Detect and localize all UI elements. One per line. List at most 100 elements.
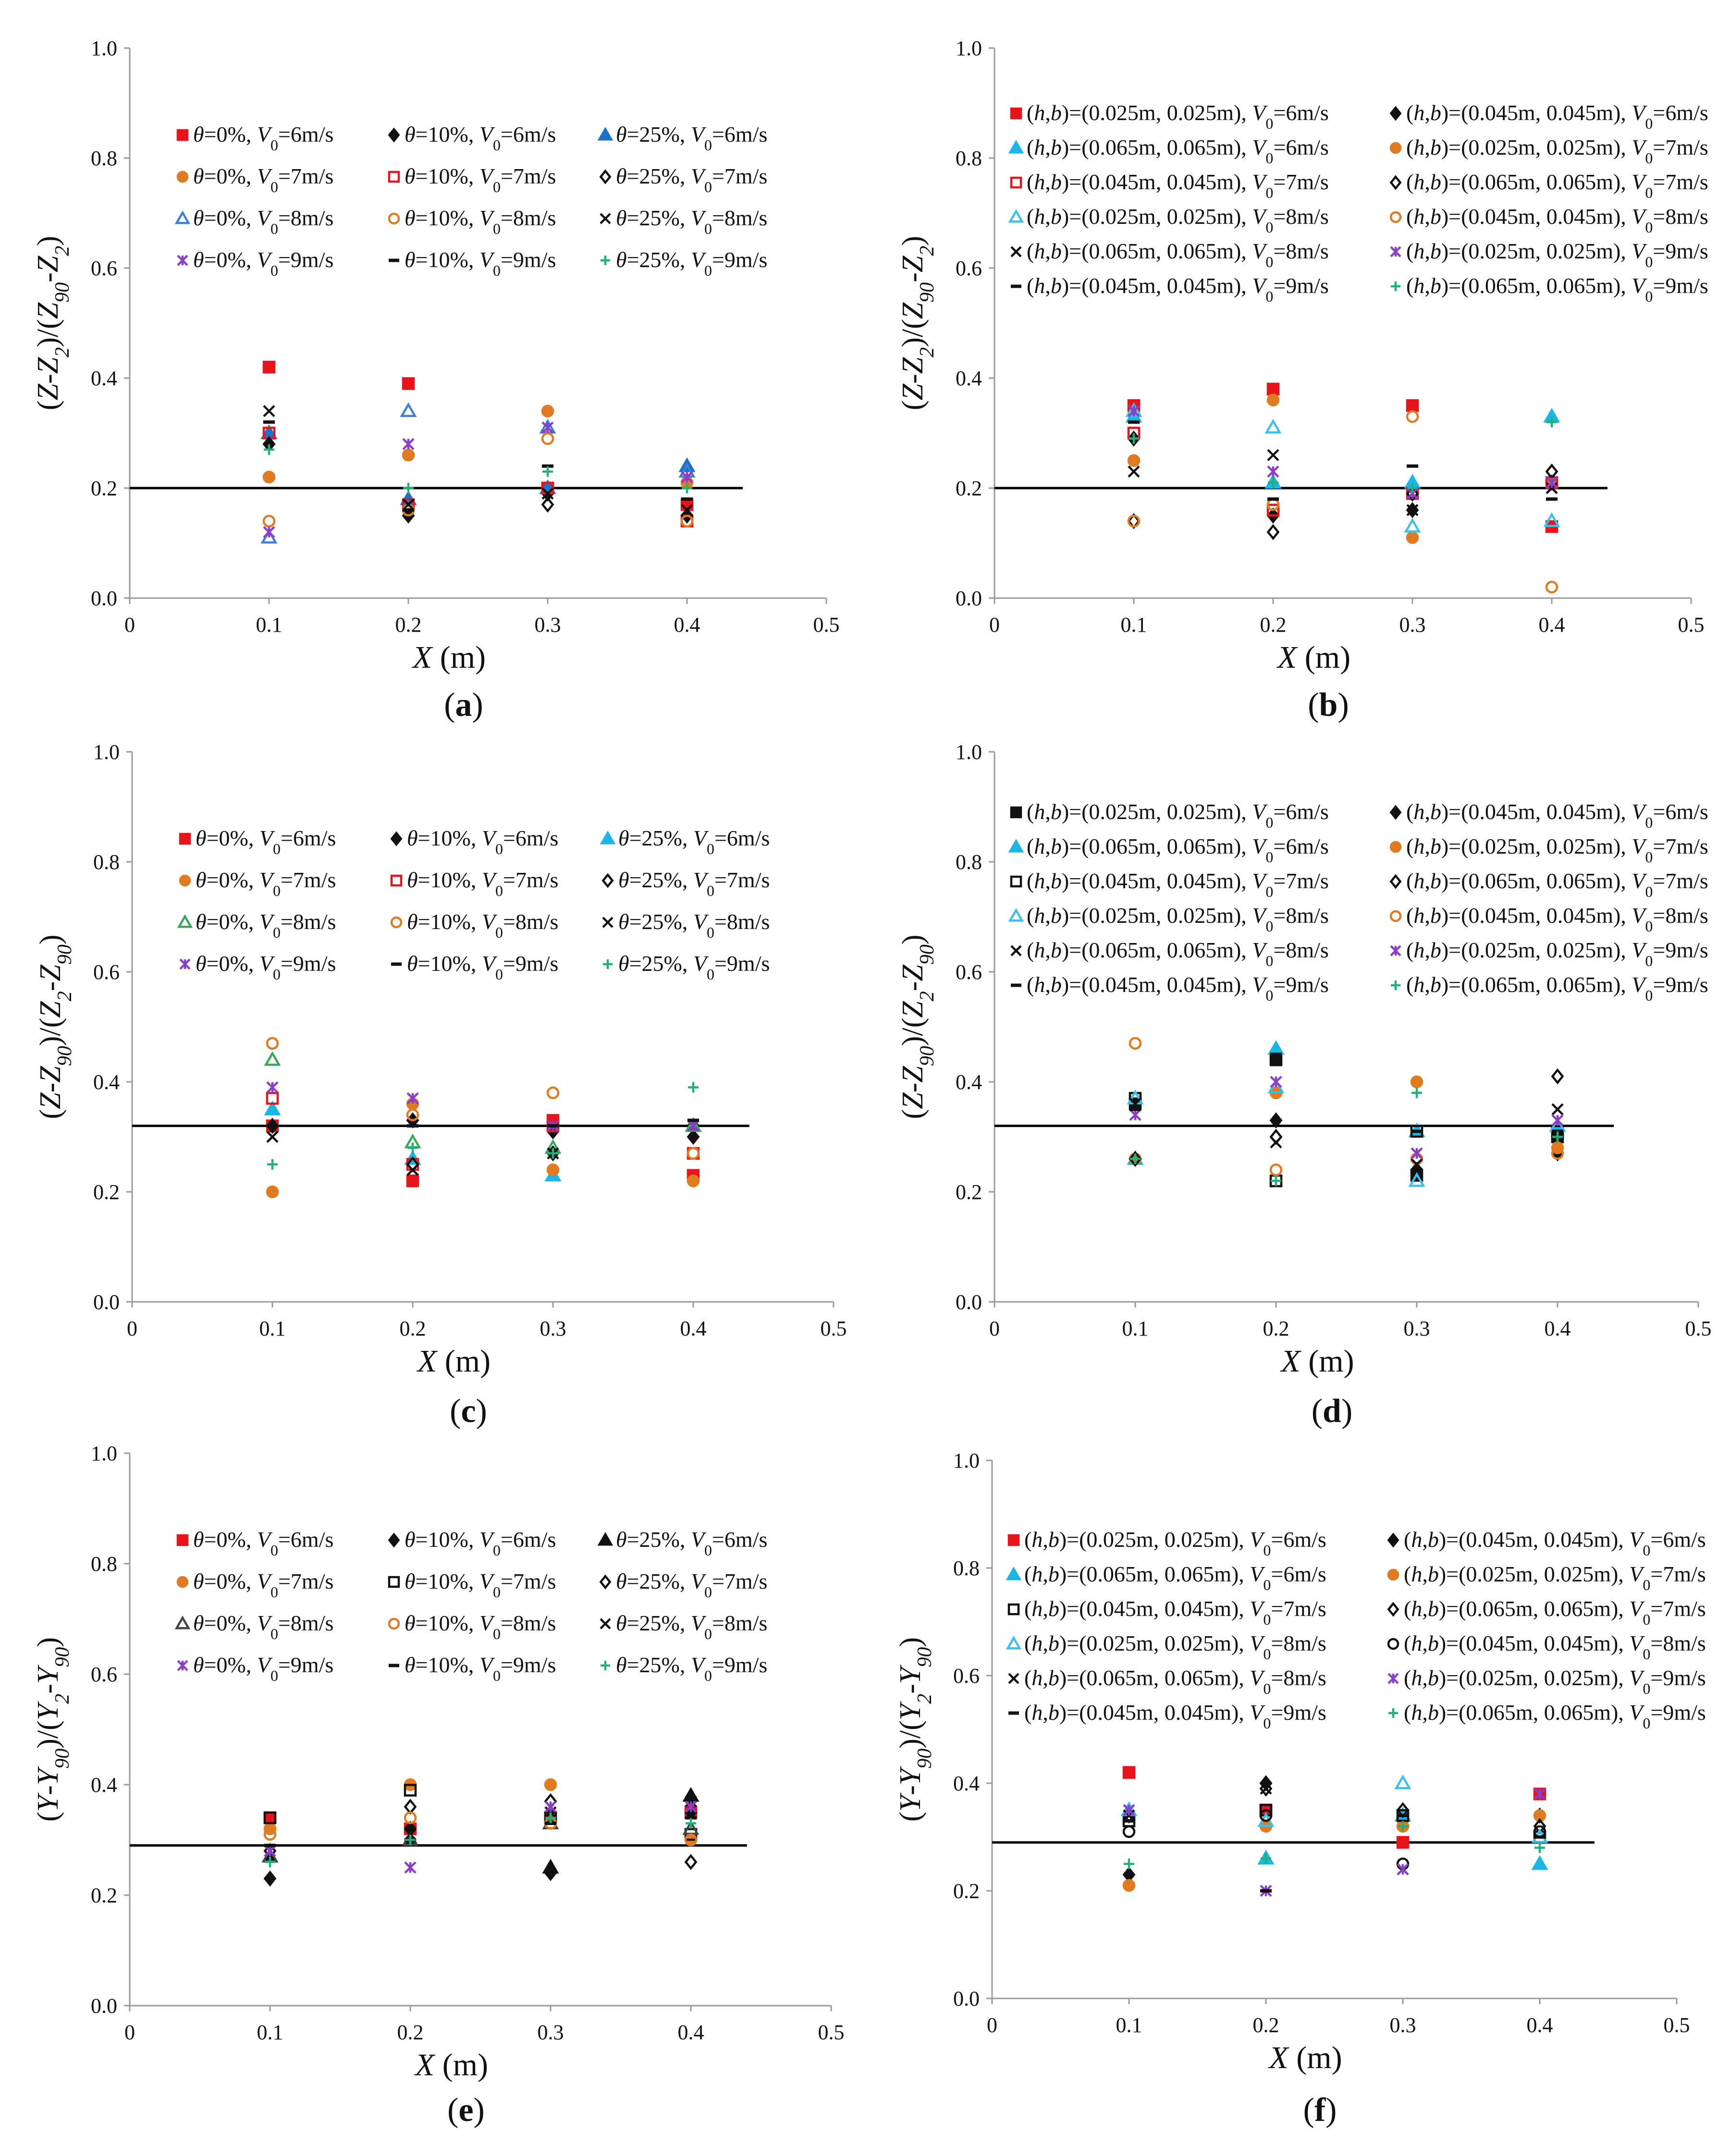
legend-marker xyxy=(1010,246,1022,257)
x-tick-label: 0 xyxy=(127,1317,137,1340)
legend-marker xyxy=(1008,1673,1019,1684)
legend-entry-label: (h,b)=(0.045m, 0.045m), V0=7m/s xyxy=(1027,170,1329,201)
legend-entry-label: (h,b)=(0.045m, 0.045m), V0=9m/s xyxy=(1027,273,1329,305)
panel-a: 0.0 0.2 0.4 0.6 0.8 1.0 0 0.1 0.2 0.3 0.4 0.5 X (m) (… xyxy=(32,37,840,723)
x-tick-label: 0 xyxy=(989,613,1000,637)
legend-entry-label: (h,b)=(0.045m, 0.045m), V0=7m/s xyxy=(1027,869,1329,900)
data-point-a-s0-x0 xyxy=(262,360,276,374)
y-tick-label: 0.2 xyxy=(91,1884,117,1907)
data-point-c-s5-x0 xyxy=(266,1117,279,1134)
x-axis-title: X (m) xyxy=(1276,640,1350,675)
y-axis-title: (Z-Z2)/(Z90-Z2) xyxy=(32,236,74,410)
data-point-e-s9-x2 xyxy=(544,1801,557,1813)
data-point-b-s9-x0 xyxy=(1128,405,1140,417)
legend-entry-label: θ=10%, V0=8m/s xyxy=(407,909,558,941)
x-axis-title: X (m) xyxy=(1279,1344,1354,1379)
legend-marker xyxy=(1008,209,1024,223)
data-point-e-s4-x1 xyxy=(404,1784,417,1797)
x-tick-label: 0.3 xyxy=(535,613,561,637)
y-tick-label: 1.0 xyxy=(953,1449,980,1472)
legend-marker xyxy=(1391,980,1400,990)
legend-marker xyxy=(174,1616,191,1629)
y-axis-title: (Z-Z90)/(Z2-Z90) xyxy=(34,934,76,1119)
legend-marker xyxy=(600,831,616,845)
legend-marker xyxy=(1006,1636,1022,1650)
data-point-c-s11-x1 xyxy=(407,1142,418,1153)
x-tick-label: 0.1 xyxy=(259,1317,286,1340)
data-point-b-s3-x1 xyxy=(1266,393,1280,407)
data-point-a-s11-x1 xyxy=(403,483,414,493)
data-point-b-s8-x2 xyxy=(1406,504,1419,516)
legend-entry-label: (h,b)=(0.025m, 0.025m), V0=7m/s xyxy=(1404,1562,1706,1593)
y-tick-label: 1.0 xyxy=(93,740,120,764)
legend-entry-label: (h,b)=(0.045m, 0.045m), V0=9m/s xyxy=(1024,1700,1326,1732)
data-point-b-s0-x1 xyxy=(1266,382,1280,396)
data-point-a-s6-x1 xyxy=(400,402,417,417)
data-point-e-s11-x1 xyxy=(405,1835,416,1845)
x-tick-label: 0 xyxy=(124,613,135,637)
data-point-a-s3-x0 xyxy=(262,470,276,484)
legend-entry-label: θ=10%, V0=9m/s xyxy=(405,247,556,279)
data-point-a-s7-x0 xyxy=(262,514,276,527)
legend-marker xyxy=(603,959,613,969)
legend-entry-label: θ=10%, V0=7m/s xyxy=(405,164,556,196)
data-point-e-s5-x3 xyxy=(684,1854,698,1870)
x-axis-title: X (m) xyxy=(416,1344,491,1379)
x-tick-label: 0.2 xyxy=(1253,2013,1279,2037)
legend-marker xyxy=(176,171,189,183)
y-tick-label: 0.0 xyxy=(956,1290,982,1314)
data-point-e-s4-x0 xyxy=(263,1811,277,1825)
data-point-b-s11-x3 xyxy=(1546,416,1557,428)
data-point-e-s8-x1 xyxy=(404,1828,417,1841)
data-point-c-s3-x2 xyxy=(546,1163,560,1176)
legend-marker xyxy=(1007,1603,1020,1616)
data-point-e-s11-x0 xyxy=(265,1857,275,1867)
y-axis-title: (Y-Y90)/(Y2-Y90) xyxy=(894,1637,936,1822)
data-point-a-s7-x2 xyxy=(541,432,554,445)
data-point-b-s8-x1 xyxy=(1267,449,1279,461)
legend-marker xyxy=(1389,106,1402,121)
legend: θ=0%, V0=6m/s θ=10%, V0=6m/s θ=25%, V0=6m/… xyxy=(174,1527,767,1684)
legend-entry-label: θ=0%, V0=6m/s xyxy=(193,122,333,154)
data-point-e-s7-x0 xyxy=(263,1828,277,1841)
legend-entry-label: (h,b)=(0.045m, 0.045m), V0=8m/s xyxy=(1406,903,1708,935)
legend-entry-label: (h,b)=(0.065m, 0.065m), V0=8m/s xyxy=(1027,938,1329,969)
x-axis-title: X (m) xyxy=(411,640,486,675)
x-tick-label: 0.5 xyxy=(818,2021,845,2044)
data-point-d-s7-x1 xyxy=(1269,1163,1283,1176)
data-point-e-s2-x2 xyxy=(542,1859,559,1874)
legend-marker xyxy=(1389,910,1402,922)
data-point-e-s7-x3 xyxy=(684,1833,698,1847)
panel-label: (b) xyxy=(1308,686,1349,723)
x-tick-label: 0.4 xyxy=(1527,2013,1553,2037)
legend-marker xyxy=(179,874,191,887)
legend-entry-label: (h,b)=(0.025m, 0.025m), V0=6m/s xyxy=(1027,100,1329,132)
legend-entry-label: θ=25%, V0=9m/s xyxy=(616,247,767,279)
y-tick-label: 0.2 xyxy=(956,477,982,500)
y-tick-label: 0.6 xyxy=(93,960,120,984)
x-tick-label: 0.5 xyxy=(1685,1317,1712,1340)
legend-marker xyxy=(390,916,403,929)
x-tick-label: 0 xyxy=(987,2013,997,2037)
legend-entry-label: θ=10%, V0=9m/s xyxy=(407,951,558,983)
data-point-a-s8-x2 xyxy=(541,487,554,500)
data-point-b-s4-x1 xyxy=(1266,503,1280,517)
x-tick-label: 0.2 xyxy=(395,613,422,637)
data-point-b-s3-x2 xyxy=(1406,531,1419,544)
legend-entry-label: θ=10%, V0=6m/s xyxy=(405,1527,556,1559)
y-tick-label: 0.0 xyxy=(956,587,982,610)
legend-marker xyxy=(176,1534,189,1546)
data-point-f-s9-x2 xyxy=(1397,1863,1409,1875)
data-point-a-s9-x2 xyxy=(541,421,554,434)
data-point-c-s7-x1 xyxy=(406,1108,419,1121)
legend-entry-label: θ=10%, V0=8m/s xyxy=(405,206,556,237)
data-point-f-s7-x1 xyxy=(1259,1809,1273,1822)
data-point-b-s8-x0 xyxy=(1128,466,1140,478)
x-tick-label: 0.2 xyxy=(1263,1317,1289,1340)
legend-entry-label: θ=0%, V0=6m/s xyxy=(196,826,336,858)
legend-marker xyxy=(1389,841,1402,853)
data-point-f-s11-x0 xyxy=(1124,1859,1134,1869)
data-point-d-s9-x3 xyxy=(1551,1114,1564,1127)
data-point-a-s9-x3 xyxy=(681,471,693,483)
y-tick-label: 0.2 xyxy=(93,1180,120,1204)
